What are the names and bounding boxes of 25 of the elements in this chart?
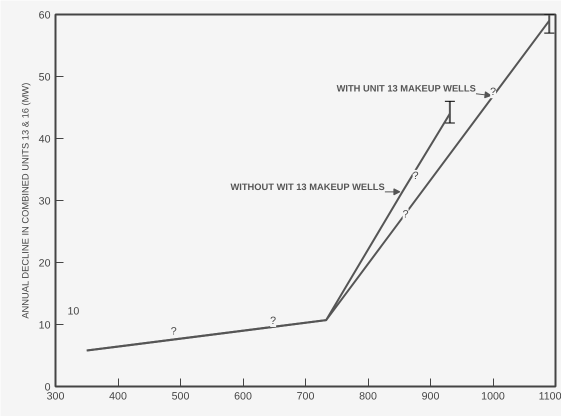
y-tick-label: 60 <box>38 10 51 22</box>
x-tick-label: 1100 <box>538 390 561 402</box>
annotation: ? <box>402 208 409 220</box>
y-tick-label: 10 <box>38 320 51 332</box>
annotation: 10 <box>68 306 80 318</box>
x-tick-label: 300 <box>46 390 64 402</box>
y-tick-label: 50 <box>38 72 51 84</box>
y-tick-label: 20 <box>38 258 51 270</box>
annotation: ? <box>270 314 276 327</box>
x-tick-label: 400 <box>109 390 127 402</box>
x-tick-label: 600 <box>234 390 252 402</box>
y-tick-label: 30 <box>38 196 51 208</box>
annotation: ? <box>490 86 496 98</box>
x-tick-label: 800 <box>359 390 377 402</box>
y-tick-label: 40 <box>38 134 51 146</box>
legend-label: WITH UNIT 13 MAKEUP WELLS <box>336 84 476 94</box>
x-tick-label: 1000 <box>481 390 505 402</box>
x-tick-label: 900 <box>422 390 440 402</box>
y-axis-title: ANNUAL DECLINE IN COMBINED UNITS 13 & 16 (MW) <box>20 82 31 319</box>
x-tick-label: 500 <box>172 390 190 402</box>
annotation: ? <box>170 326 177 338</box>
annotation: ? <box>412 170 419 182</box>
legend-label: WITHOUT WIT 13 MAKEUP WELLS <box>230 182 385 192</box>
x-tick-label: 700 <box>296 390 314 402</box>
y-tick-label: 0 <box>44 382 51 394</box>
